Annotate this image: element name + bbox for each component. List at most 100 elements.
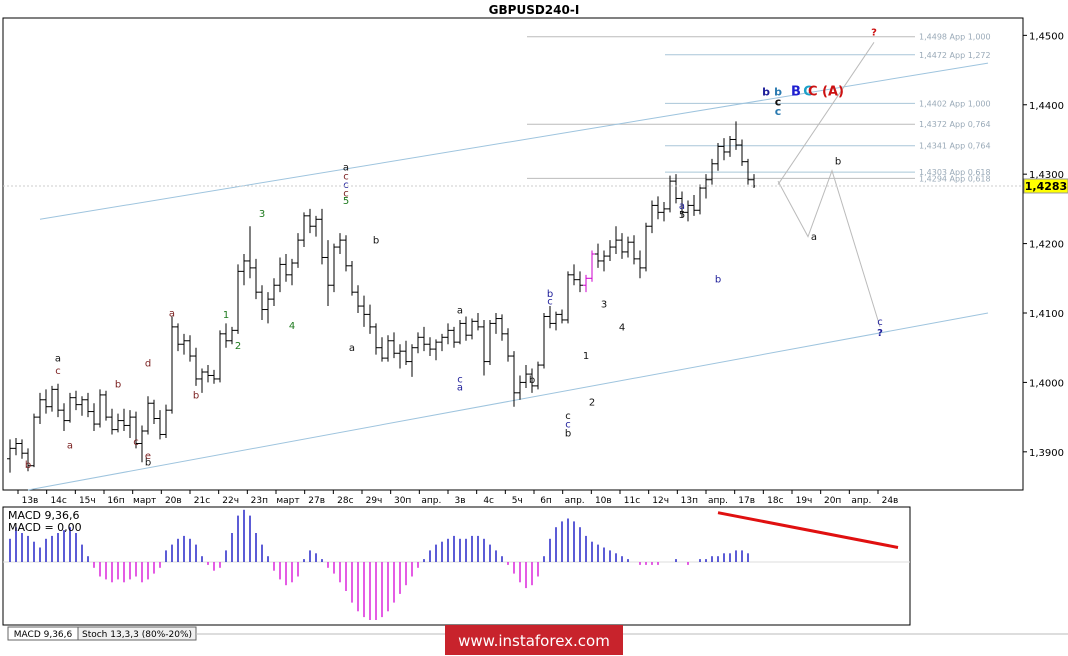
wave-label: 3 <box>601 299 607 310</box>
x-tick-label: март <box>276 496 299 506</box>
wave-label: 5 <box>679 210 685 221</box>
tab-stoch-label: Stoch 13,3,3 (80%-20%) <box>82 630 192 640</box>
wave-label: b <box>565 429 571 440</box>
y-tick-label: 1,4500 <box>1029 31 1064 42</box>
wave-label: c <box>457 374 463 385</box>
fib-label: 1,4498 App 1,000 <box>919 33 991 42</box>
current-price-label: 1,4283 <box>1025 180 1067 193</box>
fib-label: 1,4402 App 1,000 <box>919 99 991 108</box>
wave-label: b <box>115 379 121 390</box>
wave-degree-label: C <box>803 85 813 100</box>
fib-label: 1,4294 App 0,618 <box>919 174 991 183</box>
watermark-box <box>445 625 623 655</box>
x-tick-label: 13в <box>22 496 39 506</box>
wave-labels: bacabcdebab1234accc5abacabbcccb1234a5bab… <box>25 27 883 470</box>
x-tick-label: 4с <box>483 496 494 506</box>
wave-label: c <box>343 188 349 199</box>
y-tick-label: 1,4200 <box>1029 240 1064 251</box>
x-tick-label: 14с <box>50 496 66 506</box>
wave-label: 5 <box>343 196 349 207</box>
wave-label: d <box>145 358 151 369</box>
wave-label: e <box>145 451 151 462</box>
tab-macd-label: MACD 9,36,6 <box>14 630 73 640</box>
target-line <box>777 42 875 185</box>
wave-label: c <box>343 172 349 183</box>
projection-polyline <box>777 169 881 328</box>
wave-label: c <box>565 411 571 422</box>
y-tick-label: 1,3900 <box>1029 448 1064 459</box>
wave-label: b <box>715 274 721 285</box>
wave-label: c <box>565 420 571 431</box>
chart-title: GBPUSD240-I <box>489 3 580 17</box>
x-tick-label: 20в <box>165 496 182 506</box>
wave-label: c <box>547 297 553 308</box>
wave-label: a <box>457 306 463 317</box>
x-tick-label: 17в <box>738 496 755 506</box>
indicator-tabs: MACD 9,36,6 Stoch 13,3,3 (80%-20%) <box>7 626 1068 641</box>
x-tick-label: 16п <box>107 496 124 506</box>
y-tick-label: 1,4100 <box>1029 309 1064 320</box>
x-tick-label: апр. <box>421 496 441 506</box>
x-tick-label: 12ч <box>652 496 669 506</box>
macd-histogram <box>3 509 910 620</box>
ohlc-bars <box>7 121 757 473</box>
x-tick-label: 29ч <box>366 496 383 506</box>
x-tick-label: 3в <box>454 496 465 506</box>
wave-label: c <box>877 317 883 328</box>
x-tick-label: 10в <box>595 496 612 506</box>
main-plot-frame <box>2 17 1024 491</box>
x-axis: 13в 14с 15ч 16п март 20в 21с 22ч 23п март 27в 28с 29… <box>17 490 899 506</box>
macd-divergence-line <box>717 511 899 549</box>
wave-label: b <box>529 375 535 386</box>
wave-label: ? <box>877 328 883 339</box>
x-tick-label: 15ч <box>79 496 96 506</box>
x-tick-label: 24в <box>882 496 899 506</box>
wave-degree-label: b <box>774 86 782 99</box>
projection-path <box>777 42 881 328</box>
fib-label: 1,4303 App 0,618 <box>919 168 991 177</box>
wave-label: a <box>169 308 175 319</box>
x-tick-label: 13п <box>681 496 698 506</box>
x-tick-label: 11с <box>624 496 640 506</box>
wave-degree-label: B <box>791 85 801 100</box>
macd-title: MACD 9,36,6 <box>8 509 79 522</box>
y-tick-label: 1,4000 <box>1029 378 1064 389</box>
wave-label: 3 <box>259 209 265 220</box>
fib-label: 1,4341 App 0,764 <box>919 142 991 151</box>
wave-label: 2 <box>589 397 595 408</box>
x-tick-label: апр. <box>708 496 728 506</box>
x-tick-label: апр. <box>565 496 585 506</box>
wave-label: c <box>133 437 139 448</box>
x-tick-label: 27в <box>308 496 325 506</box>
wave-degree-label: c <box>775 95 782 108</box>
wave-label: a <box>349 343 355 354</box>
wave-label: 1 <box>223 310 229 321</box>
current-price-marker: 1,4283 <box>3 178 1068 194</box>
wave-label: b <box>547 289 553 300</box>
current-price-box <box>1023 178 1068 194</box>
wave-label: ? <box>871 27 877 38</box>
x-tick-label: 30п <box>394 496 411 506</box>
x-tick-label: 22ч <box>222 496 239 506</box>
wave-degree-label: c <box>775 105 782 118</box>
x-tick-label: 20п <box>824 496 841 506</box>
x-tick-label: 6п <box>540 496 552 506</box>
wave-label: b <box>145 458 151 469</box>
wave-label: b <box>25 460 31 471</box>
macd-value: MACD = 0,00 <box>8 521 82 534</box>
x-tick-label: 19ч <box>796 496 813 506</box>
wave-label: a <box>343 163 349 174</box>
trend-channel <box>27 62 989 491</box>
wave-label: a <box>679 201 685 212</box>
y-tick-label: 1,4300 <box>1029 170 1064 181</box>
wave-label: a <box>811 232 817 243</box>
x-tick-label: март <box>133 496 156 506</box>
y-tick-label: 1,4400 <box>1029 101 1064 112</box>
y-axis: 1,4500 1,4400 1,4300 1,4200 1,4100 1,4000 1,39… <box>1022 18 1064 490</box>
wave-label: 4 <box>619 322 625 333</box>
x-tick-label: 21с <box>194 496 210 506</box>
wave-degree-label: b <box>762 86 770 99</box>
fib-levels: 1,4498 App 1,000 1,4472 App 1,272 1,4402 A… <box>527 33 991 183</box>
wave-label: c <box>55 366 61 377</box>
